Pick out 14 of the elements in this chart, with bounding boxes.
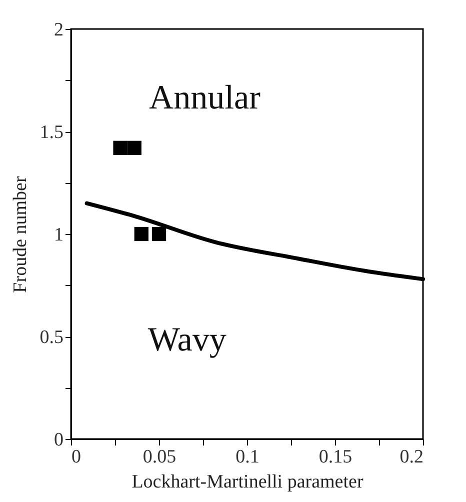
y-tick-label: 1.5: [40, 122, 64, 143]
annotation: Wavy: [148, 322, 226, 359]
x-tick-label: 0.15: [318, 446, 352, 468]
x-axis-title: Lockhart-Martinelli parameter: [132, 472, 364, 492]
x-tick-label: 0.05: [142, 446, 176, 468]
x-tick-label: 0: [72, 446, 81, 468]
y-tick-label: 0.5: [40, 327, 64, 348]
x-tick-label: 0.1: [236, 446, 260, 468]
y-axis-title: Froude number: [10, 176, 31, 293]
annotation: Annular: [149, 80, 262, 117]
y-tick-label: 2: [54, 20, 64, 40]
x-tick-label: 0.2: [400, 446, 424, 468]
y-tick-label: 1: [54, 224, 64, 246]
y-tick-label: 0: [54, 430, 64, 450]
